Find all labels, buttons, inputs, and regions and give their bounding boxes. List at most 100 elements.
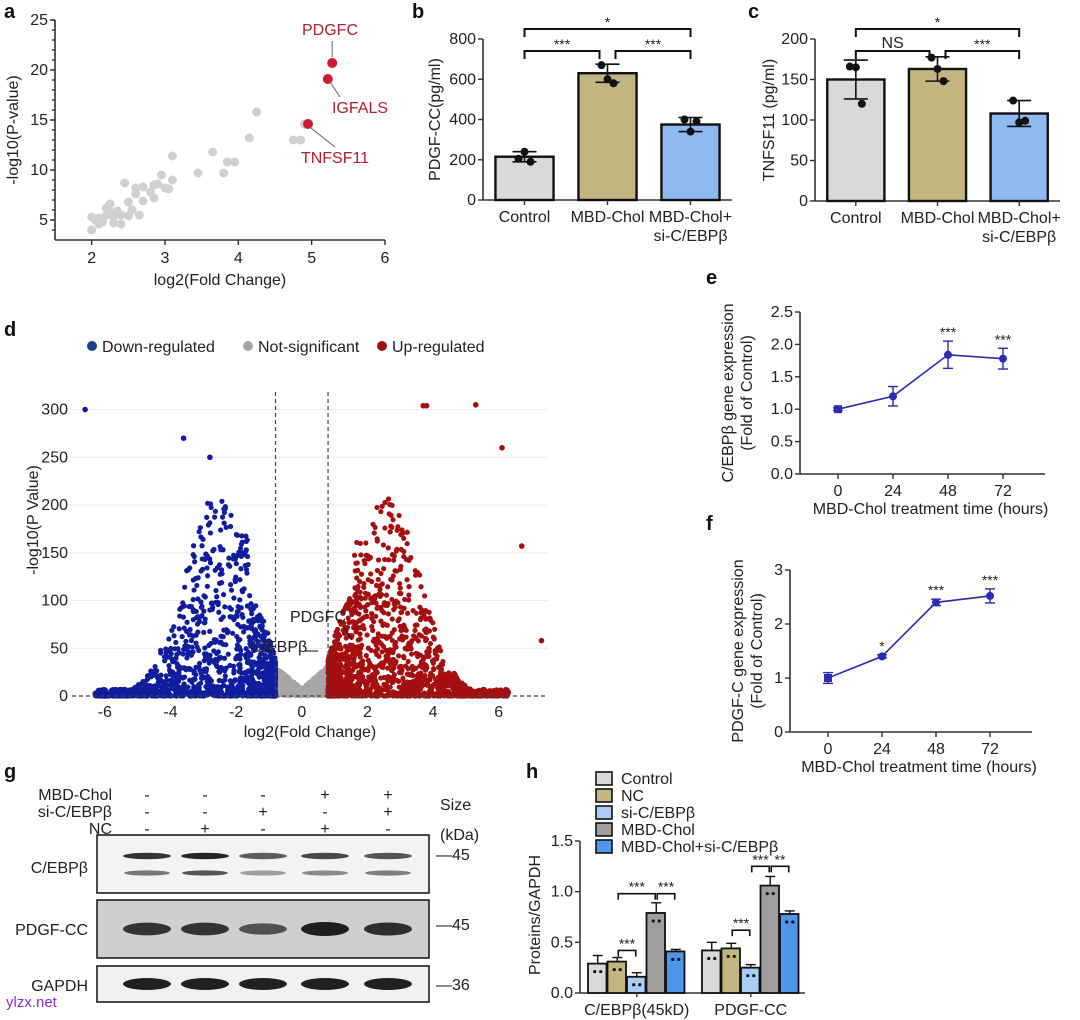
down-regulated-point [182,665,188,671]
down-regulated-point [221,627,227,633]
x-tick-label: 24 [873,741,891,758]
down-regulated-point [269,649,275,655]
up-regulated-point [382,499,388,506]
up-regulated-point [404,610,411,616]
up-regulated-point [375,557,382,563]
down-regulated-point [259,627,265,633]
down-regulated-point [237,636,243,643]
panel-label-e: e [706,267,717,289]
down-regulated-point [185,684,191,690]
data-point [296,135,306,145]
down-regulated-point [243,670,249,677]
up-regulated-point [376,653,382,659]
down-regulated-point [199,675,205,681]
up-regulated-point [373,664,379,670]
up-regulated-point [335,633,341,639]
down-regulated-point [190,543,197,549]
up-regulated-point [389,660,395,666]
significance-bracket [770,865,790,873]
down-regulated-point [231,595,237,601]
up-regulated-point [395,618,401,624]
up-regulated-point [382,556,388,563]
bar [759,884,780,994]
significance-bracket [944,50,1021,59]
down-regulated-point [198,604,204,611]
data-marker [999,354,1007,363]
down-regulated-point [171,633,177,639]
down-regulated-point [215,599,221,606]
y-tick-label: 0 [59,688,68,705]
up-regulated-point [365,577,371,583]
down-regulated-point [217,571,223,577]
replicate-point [785,920,789,924]
down-regulated-point [237,656,243,662]
down-regulated-point [265,677,271,683]
up-regulated-point [335,667,341,673]
down-regulated-point [183,638,189,644]
replicate-point [851,63,860,72]
down-regulated-point [234,609,241,615]
down-regulated-point [216,609,222,615]
down-regulated-point [256,655,262,661]
down-regulated-point [184,619,190,625]
up-regulated-point [423,653,430,660]
up-regulated-point [372,596,378,602]
replicate-point [765,891,769,896]
up-regulated-point [362,614,368,620]
down-regulated-point [82,406,88,413]
down-regulated-point [221,509,228,516]
significance-label: *** [554,36,571,52]
up-regulated-point [393,644,399,650]
bar [740,966,761,994]
significance-bracket [617,892,657,900]
down-regulated-point [244,603,251,609]
axis-label-line: C/EBPβ gene expression [720,303,737,482]
down-regulated-point [259,623,265,629]
up-regulated-point [374,538,380,544]
down-regulated-point [227,523,234,530]
down-regulated-point [253,683,259,689]
down-regulated-point [237,665,243,671]
y-tick-label: 0.5 [551,934,573,951]
up-regulated-point [373,613,379,619]
up-regulated-point [344,602,350,608]
up-regulated-point [334,691,341,697]
down-regulated-point [152,664,158,670]
significance-label: *** [940,324,957,340]
down-regulated-point [146,672,152,678]
up-regulated-point [355,567,361,573]
down-regulated-point [204,514,210,520]
replicate-point [1015,118,1024,127]
up-regulated-point [389,668,395,674]
down-regulated-point [173,677,179,683]
treatment-sign: + [383,804,392,821]
down-regulated-point [271,680,277,687]
ns-point [317,688,322,693]
up-regulated-point [404,529,410,535]
up-regulated-point [361,584,367,590]
x-tick-label: Control [830,210,882,227]
up-regulated-point [354,587,361,593]
significance-label: *** [733,915,750,931]
treatment-sign: - [322,804,327,821]
down-regulated-point [247,675,253,681]
down-regulated-point [166,663,172,669]
up-regulated-point [472,688,478,695]
protein-band [239,852,287,860]
data-point [230,157,240,167]
up-regulated-point [390,689,396,695]
protein-band [181,922,229,936]
gene-label: TNFSF11 [301,150,369,167]
gene-label: IGFALS [332,100,388,117]
data-point [98,217,108,227]
ns-point [305,689,311,694]
significance-bracket [656,892,676,900]
up-regulated-point [396,512,402,519]
y-tick-label: 0.5 [771,434,793,451]
x-tick-label: 4 [429,704,438,721]
up-regulated-point [390,674,397,681]
legend-label: Not-significant [258,339,360,356]
axis-label-line: -log10(P-value) [5,75,22,184]
up-regulated-point [362,595,368,601]
down-regulated-point [234,613,240,619]
